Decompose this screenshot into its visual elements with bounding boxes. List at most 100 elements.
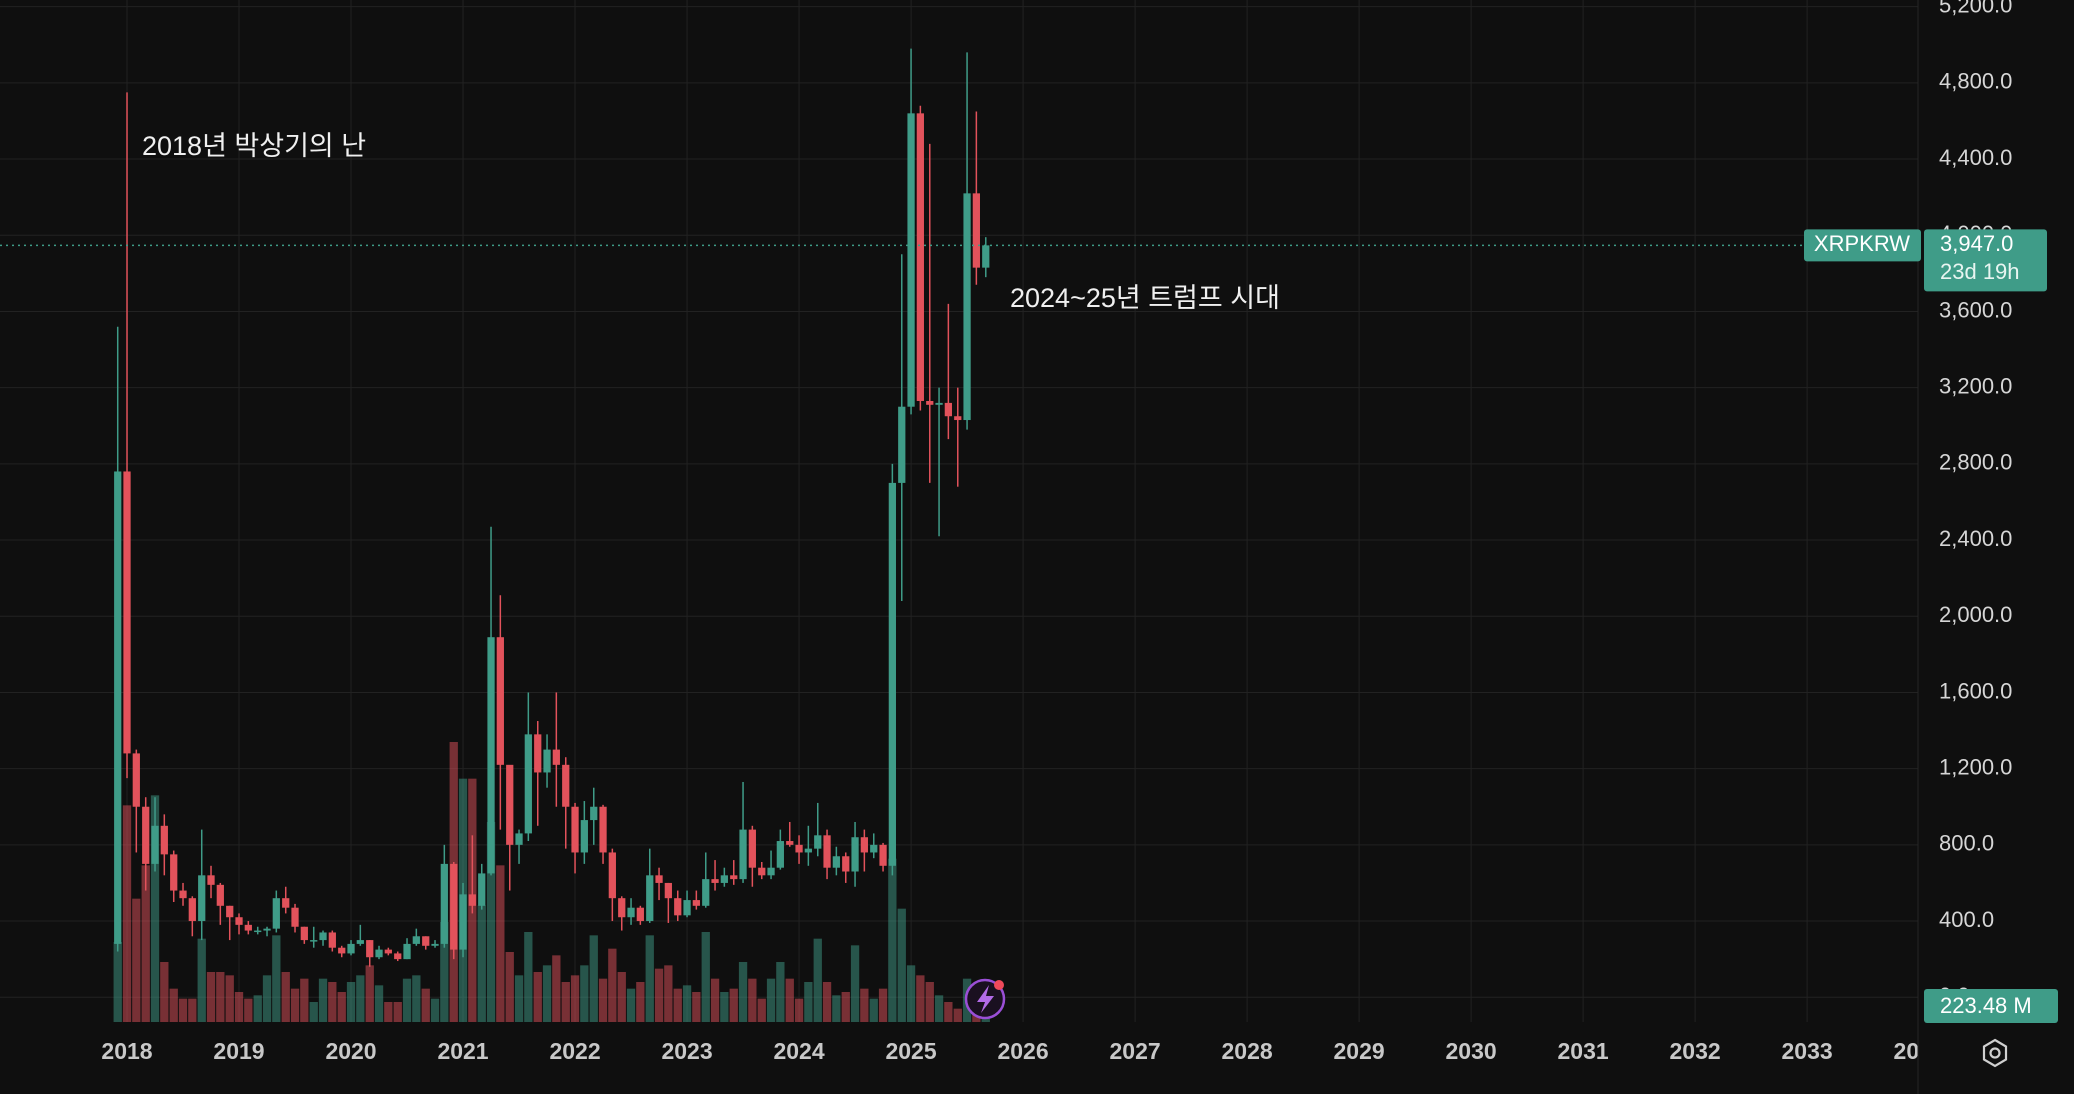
y-tick-label: 2,000.0 xyxy=(1939,602,2012,627)
volume-bar xyxy=(841,992,850,1022)
candle-body xyxy=(683,900,691,916)
volume-bar xyxy=(393,1002,402,1022)
volume-badge xyxy=(1924,989,2058,1023)
volume-bar xyxy=(216,972,225,1022)
candle-body xyxy=(254,930,262,933)
volume-bar xyxy=(337,992,346,1022)
candle-body xyxy=(832,856,840,868)
volume-bar xyxy=(188,998,197,1022)
y-tick-label: 5,200.0 xyxy=(1939,0,2012,17)
volume-bar xyxy=(262,975,272,1022)
volume-bar xyxy=(598,978,608,1022)
volume-bar xyxy=(729,988,738,1022)
candle-body xyxy=(151,825,159,864)
volume-bar xyxy=(953,1008,962,1022)
volume-bar xyxy=(645,935,654,1022)
volume-bar xyxy=(374,985,384,1022)
candle-body xyxy=(440,863,448,944)
candle-body xyxy=(851,837,859,872)
candle-body xyxy=(543,749,551,773)
y-tick-label: 800.0 xyxy=(1939,831,1994,856)
volume-bar xyxy=(860,988,869,1022)
y-tick-label: 4,400.0 xyxy=(1939,145,2012,170)
candle-body xyxy=(562,764,570,807)
volume-bar xyxy=(757,998,766,1022)
volume-bar xyxy=(878,988,888,1022)
y-tick-label: 400.0 xyxy=(1939,907,1994,932)
volume-bar xyxy=(328,982,337,1022)
volume-bar xyxy=(916,975,925,1022)
volume-bar xyxy=(785,978,794,1022)
volume-bar xyxy=(776,962,785,1022)
candle-body xyxy=(888,482,896,866)
y-tick-label: 4,800.0 xyxy=(1939,69,2012,94)
candle-body xyxy=(860,837,868,853)
candle-body xyxy=(982,245,990,268)
candle-body xyxy=(842,856,850,872)
candle-body xyxy=(188,898,196,922)
volume-bar xyxy=(748,978,757,1022)
volume-bar xyxy=(132,898,141,1022)
volume-bar xyxy=(309,1002,318,1022)
volume-bar xyxy=(234,992,244,1022)
candle-body xyxy=(870,844,878,853)
volume-bar xyxy=(113,942,122,1022)
volume-bar xyxy=(141,865,150,1022)
settings-icon[interactable] xyxy=(1982,1038,2008,1068)
candle-body xyxy=(403,943,411,960)
volume-bar xyxy=(626,988,636,1022)
volume-bar xyxy=(822,982,832,1022)
candle-body xyxy=(338,947,346,954)
volume-bar xyxy=(496,865,505,1022)
lightning-icon[interactable] xyxy=(964,978,1006,1020)
volume-bar xyxy=(589,935,598,1022)
candle-body xyxy=(244,924,252,931)
candle-body xyxy=(198,875,206,922)
candle-body xyxy=(898,406,906,483)
candle-body xyxy=(954,416,962,421)
volume-bar xyxy=(533,972,542,1022)
annotation: 2018년 박상기의 난 xyxy=(142,131,366,161)
y-tick-label: 3,600.0 xyxy=(1939,297,2012,322)
candle-body xyxy=(739,829,747,880)
volume-bar xyxy=(720,992,729,1022)
candle-body xyxy=(926,400,934,405)
countdown: 23d 19h xyxy=(1940,259,2020,284)
candle-body xyxy=(300,926,308,941)
symbol-label: XRPKRW xyxy=(1814,231,1910,256)
volume-bar xyxy=(692,992,701,1022)
volume-bar xyxy=(925,982,934,1022)
volume-bar xyxy=(944,1002,953,1022)
volume-bar xyxy=(290,988,300,1022)
volume-bar xyxy=(430,998,440,1022)
y-tick-label: 2,400.0 xyxy=(1939,526,2012,551)
candle-body xyxy=(319,932,327,941)
candle-body xyxy=(907,113,915,407)
candle-body xyxy=(795,844,803,853)
candle-body xyxy=(310,940,318,942)
candle-body xyxy=(823,835,831,868)
candle-body xyxy=(748,829,756,868)
x-tick-label: 2031 xyxy=(1558,1038,1609,1064)
y-tick-label: 1,200.0 xyxy=(1939,754,2012,779)
candle-body xyxy=(711,879,719,883)
volume-bar xyxy=(356,975,365,1022)
volume-bar xyxy=(486,822,496,1022)
price-badge xyxy=(1924,229,2047,292)
candle-body xyxy=(758,867,766,876)
candle-body xyxy=(272,898,280,929)
volume-bar xyxy=(253,995,262,1022)
x-tick-label: 2020 xyxy=(325,1038,376,1064)
last-volume-label: 223.48 M xyxy=(1940,993,2032,1018)
candle-body xyxy=(431,943,439,946)
volume-bar xyxy=(384,1002,393,1022)
candle-body xyxy=(524,734,532,834)
candle-body xyxy=(422,936,430,946)
volume-bar xyxy=(542,965,552,1022)
candle-body xyxy=(664,882,672,899)
x-tick-label: 2024 xyxy=(773,1038,824,1064)
candle-body xyxy=(879,844,887,866)
candle-body xyxy=(394,953,402,960)
x-tick-label: 2021 xyxy=(437,1038,488,1064)
